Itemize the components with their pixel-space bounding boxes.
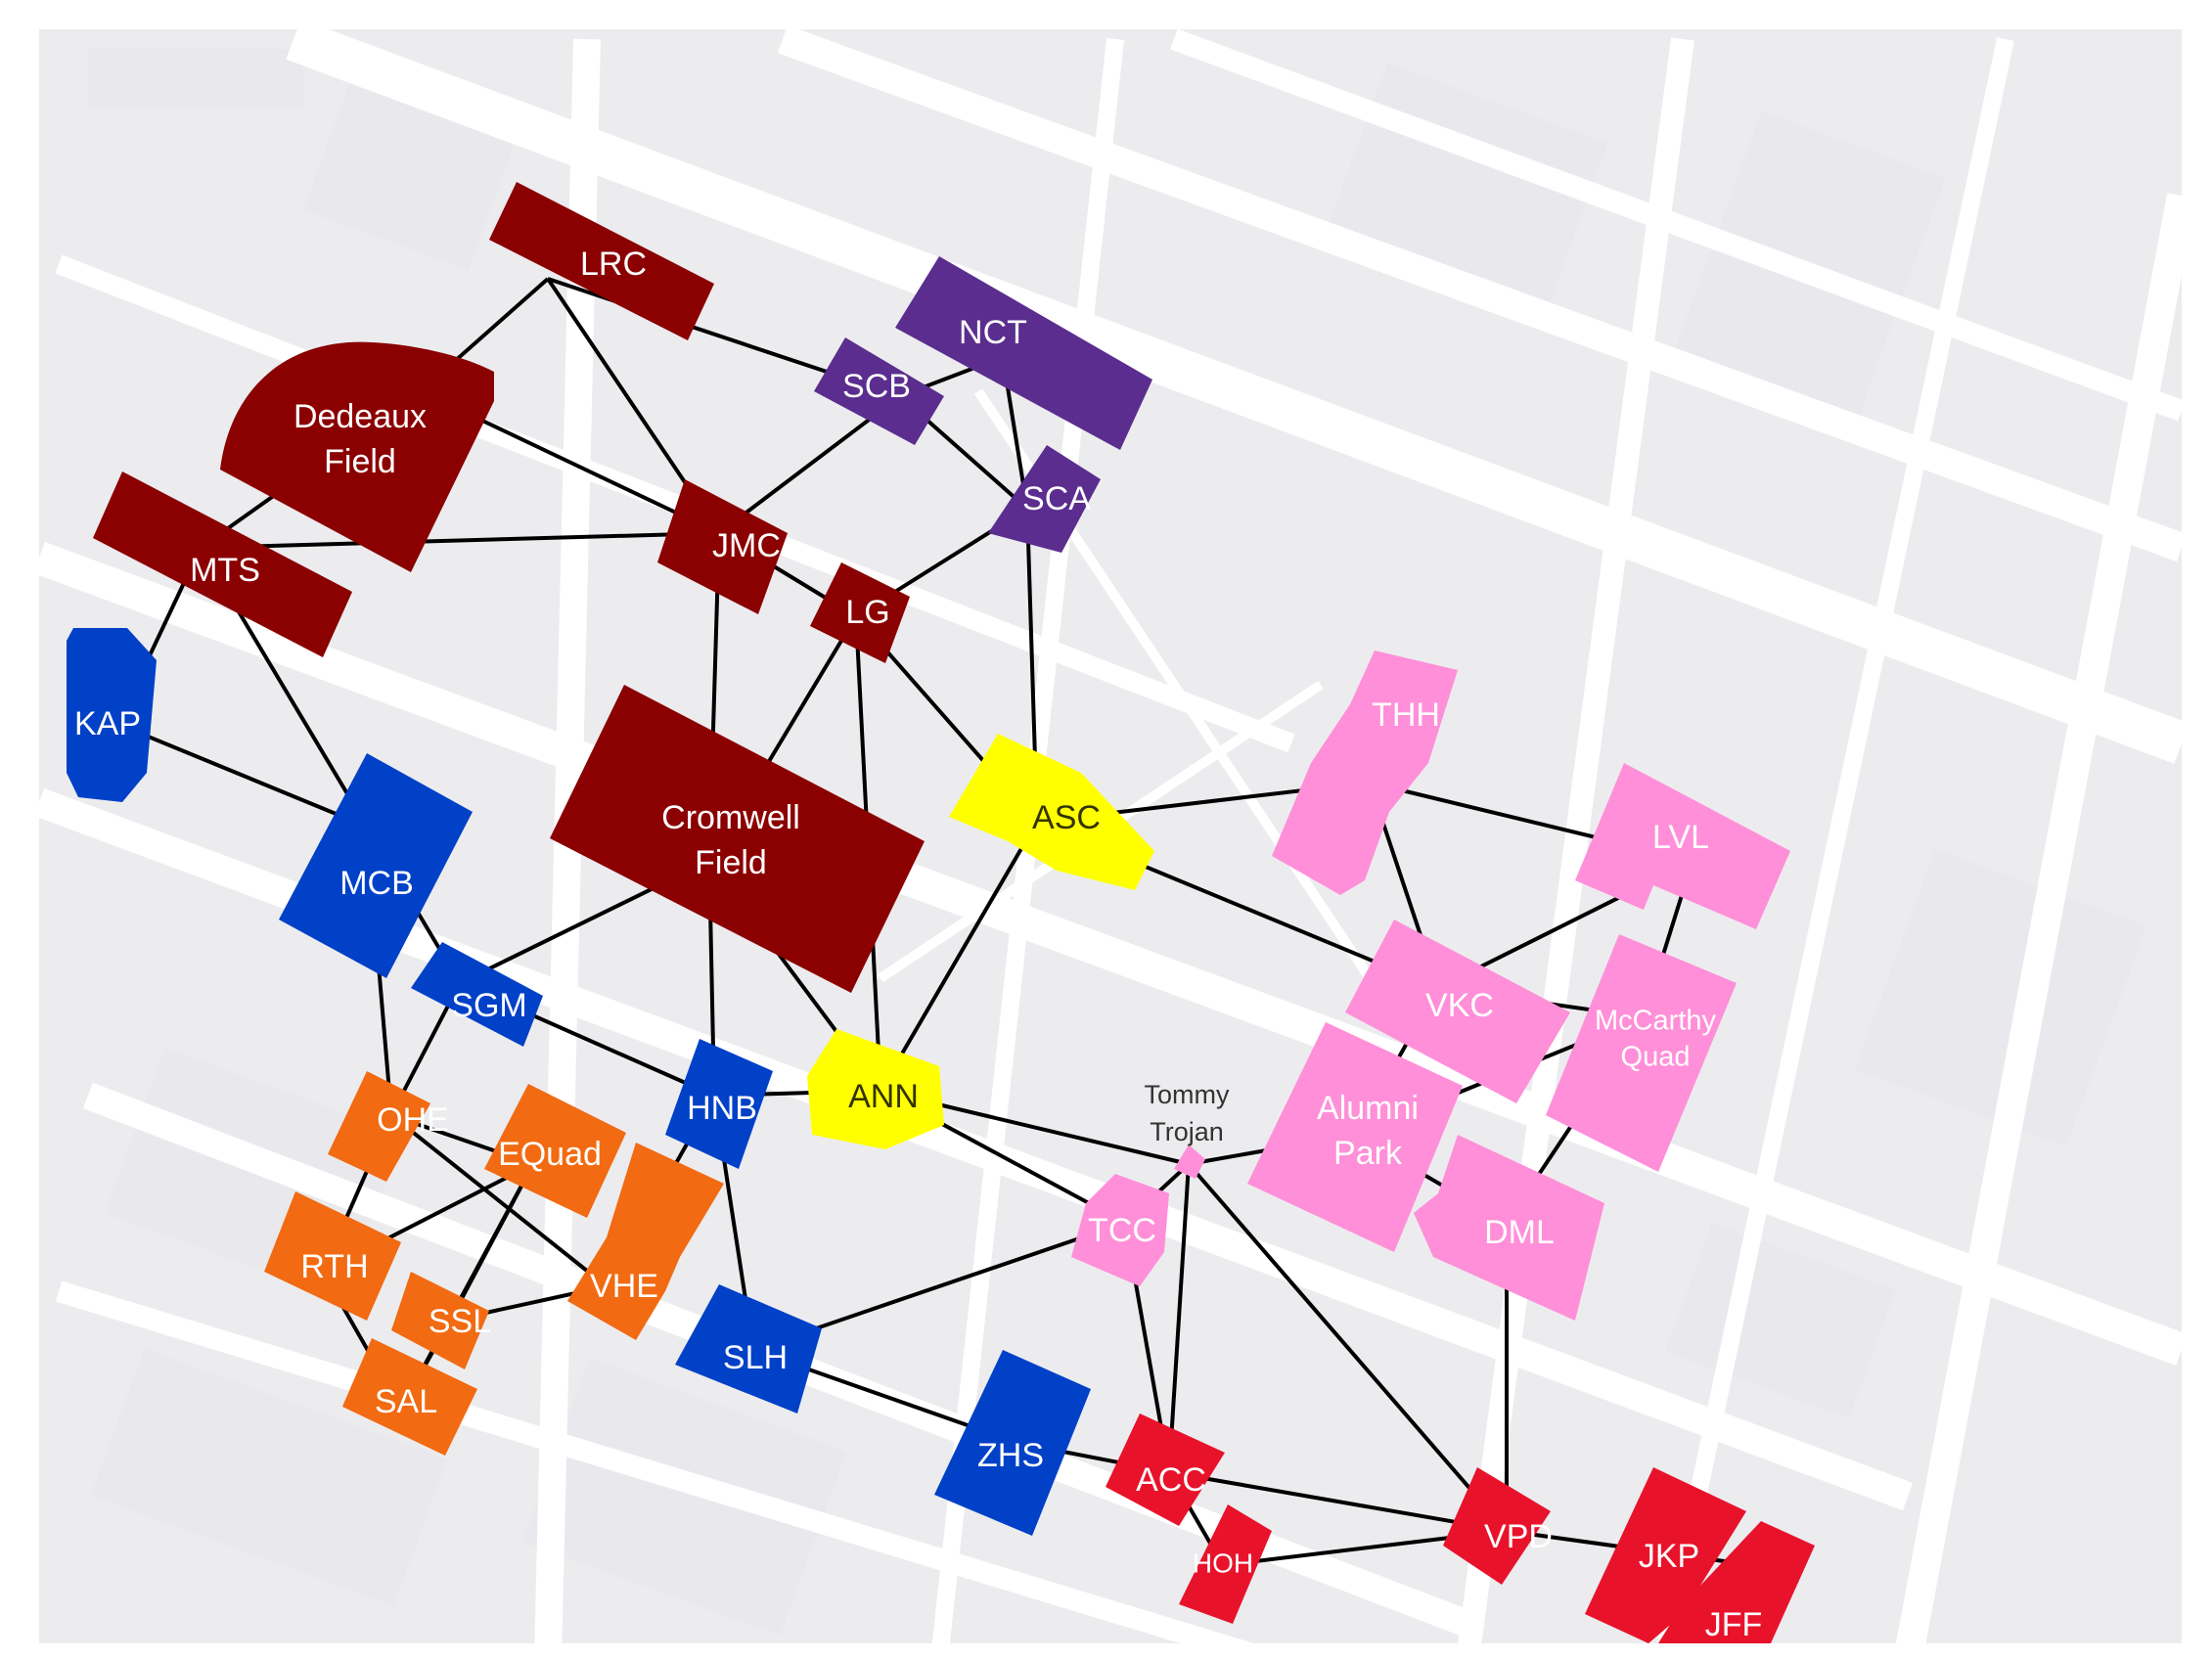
label-MCQ-line1: McCarthy [1595,1006,1717,1037]
building-SCA[interactable] [988,445,1101,553]
label-DED-line2: Field [324,443,396,480]
label-EQU: EQuad [498,1136,602,1173]
building-ZHS[interactable] [934,1350,1091,1536]
building-ASC[interactable] [949,734,1154,890]
label-MCB: MCB [339,865,414,902]
building-VHE[interactable] [567,1143,724,1340]
buildings [67,182,1815,1643]
building-MTS[interactable] [93,471,352,657]
label-MTS: MTS [190,552,260,589]
label-OHE: OHE [377,1101,449,1139]
building-JMC[interactable] [657,479,788,614]
building-ALP[interactable] [1247,1022,1463,1252]
map-streets [33,19,2196,1660]
building-ANN[interactable] [807,1029,944,1149]
label-NCT: NCT [959,314,1027,351]
building-VKC[interactable] [1345,920,1570,1103]
label-SCB: SCB [842,368,911,405]
building-JFF[interactable] [1658,1521,1815,1643]
label-RTH: RTH [300,1248,368,1285]
label-ASC: ASC [1032,799,1101,836]
building-DED[interactable] [220,341,494,572]
building-MCB[interactable] [279,753,473,978]
building-MCQ[interactable] [1546,934,1737,1172]
label-VKC: VKC [1425,987,1494,1024]
building-SGM[interactable] [411,942,543,1047]
building-OHE[interactable] [328,1071,430,1182]
label-JFF: JFF [1705,1606,1763,1643]
building-labels: LRC Dedeaux Field MTS JMC LG Cromwell Fi… [74,246,1762,1643]
building-SCB[interactable] [814,337,944,445]
edge-MTS-JMC [200,531,720,550]
edge-ASC-ANN [879,820,1039,1093]
label-THH: THH [1372,696,1440,734]
building-HOH[interactable] [1179,1504,1272,1624]
building-CRF[interactable] [550,685,925,993]
building-DML[interactable] [1414,1135,1604,1321]
label-ANN: ANN [848,1078,919,1115]
label-JMC: JMC [712,527,781,564]
edge-ACC-VPD [1168,1470,1508,1533]
label-VHE: VHE [590,1268,658,1305]
building-LVL[interactable] [1575,763,1790,929]
building-TCC[interactable] [1071,1174,1169,1286]
label-TCC: TCC [1088,1212,1156,1249]
building-RTH[interactable] [264,1191,401,1321]
building-JKP[interactable] [1585,1467,1746,1643]
building-HNB[interactable] [665,1039,773,1169]
label-MCQ-line2: Quad [1621,1042,1691,1073]
label-SSL: SSL [429,1303,491,1340]
label-SGM: SGM [451,987,526,1024]
label-SLH: SLH [723,1339,788,1376]
label-LVL: LVL [1652,819,1709,856]
label-TT-line1: Tommy [1145,1080,1230,1109]
building-VPD[interactable] [1443,1467,1551,1585]
label-ALP-line2: Park [1333,1135,1403,1172]
label-TT-line2: Trojan [1150,1117,1224,1146]
label-ACC: ACC [1136,1461,1206,1499]
label-DED-line1: Dedeaux [293,398,427,435]
building-SLH[interactable] [675,1284,822,1413]
building-SAL[interactable] [342,1338,477,1456]
building-LRC[interactable] [489,182,714,340]
label-CRF-line2: Field [695,844,767,881]
label-ZHS: ZHS [977,1437,1044,1474]
label-HNB: HNB [687,1090,757,1127]
building-EQU[interactable] [484,1084,626,1218]
building-SSL[interactable] [391,1272,489,1369]
label-SAL: SAL [375,1383,437,1420]
label-JKP: JKP [1639,1538,1699,1575]
building-NCT[interactable] [895,256,1152,450]
label-LG: LG [845,594,889,631]
label-SCA: SCA [1022,480,1091,517]
edge-OHE-VHE [389,1113,609,1288]
label-KAP: KAP [74,705,141,742]
label-LRC: LRC [580,246,647,283]
building-LG[interactable] [810,562,910,663]
building-ACC[interactable] [1106,1413,1225,1526]
label-VPD: VPD [1484,1518,1553,1555]
label-ALP-line1: Alumni [1317,1090,1419,1127]
edge-TT-VPD [1187,1162,1509,1533]
building-THH[interactable] [1272,651,1458,895]
label-DML: DML [1484,1214,1555,1251]
edge-KAP-MCB [116,722,368,829]
building-KAP[interactable] [67,628,157,802]
building-TT[interactable] [1174,1144,1205,1179]
label-HOH: HOH [1193,1548,1253,1578]
edge-TT-ACC [1167,1163,1191,1473]
label-CRF-line1: Cromwell [661,799,800,836]
